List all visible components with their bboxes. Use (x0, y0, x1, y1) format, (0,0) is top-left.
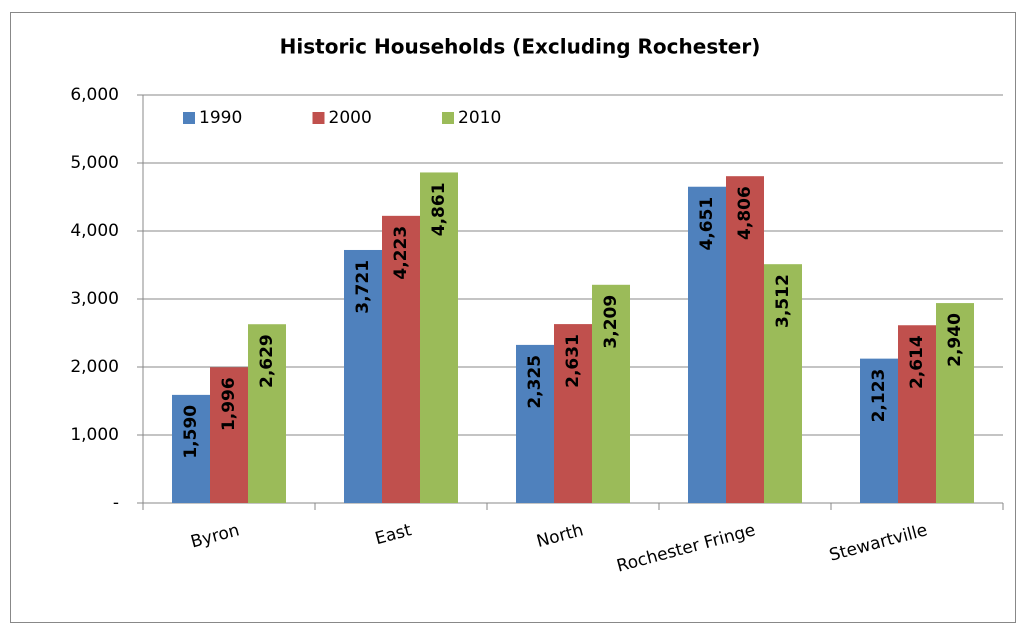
data-label: 4,651 (697, 197, 717, 251)
chart-title: Historic Households (Excluding Rochester… (280, 35, 761, 59)
data-label: 4,861 (429, 182, 449, 236)
data-label: 3,721 (353, 260, 373, 314)
y-tick-label: 4,000 (70, 221, 119, 241)
y-tick-label: - (113, 493, 119, 513)
data-label: 2,631 (563, 334, 583, 388)
legend-swatch (183, 112, 195, 124)
data-label: 2,940 (945, 313, 965, 367)
data-label: 3,209 (601, 295, 621, 349)
data-label: 4,223 (391, 226, 411, 280)
bar (898, 325, 936, 503)
bar (688, 186, 726, 503)
bar (764, 264, 802, 503)
y-tick-label: 3,000 (70, 289, 119, 309)
bar (420, 172, 458, 503)
data-label: 2,629 (257, 334, 277, 388)
bar (592, 284, 630, 503)
chart-border (10, 12, 1016, 623)
bar (554, 324, 592, 503)
bar (248, 324, 286, 503)
data-label: 2,325 (525, 355, 545, 409)
y-tick-label: 1,000 (70, 425, 119, 445)
y-tick-label: 2,000 (70, 357, 119, 377)
bar (936, 303, 974, 503)
legend-label: 1990 (199, 108, 242, 128)
legend-label: 2010 (458, 108, 501, 128)
bar (726, 176, 764, 503)
y-tick-label: 5,000 (70, 153, 119, 173)
data-label: 1,996 (219, 377, 239, 431)
bar (382, 215, 420, 503)
data-label: 1,590 (181, 405, 201, 459)
legend-swatch (312, 112, 325, 124)
data-label: 3,512 (773, 274, 793, 328)
data-label: 2,123 (869, 369, 889, 423)
legend-label: 2000 (329, 108, 372, 128)
bar (172, 394, 210, 503)
bar (860, 358, 898, 503)
data-label: 4,806 (735, 186, 755, 240)
bar (210, 367, 248, 503)
data-label: 2,614 (907, 335, 927, 389)
y-tick-label: 6,000 (70, 85, 119, 105)
legend-swatch (442, 112, 454, 124)
bar (344, 249, 382, 503)
bar (516, 344, 554, 503)
